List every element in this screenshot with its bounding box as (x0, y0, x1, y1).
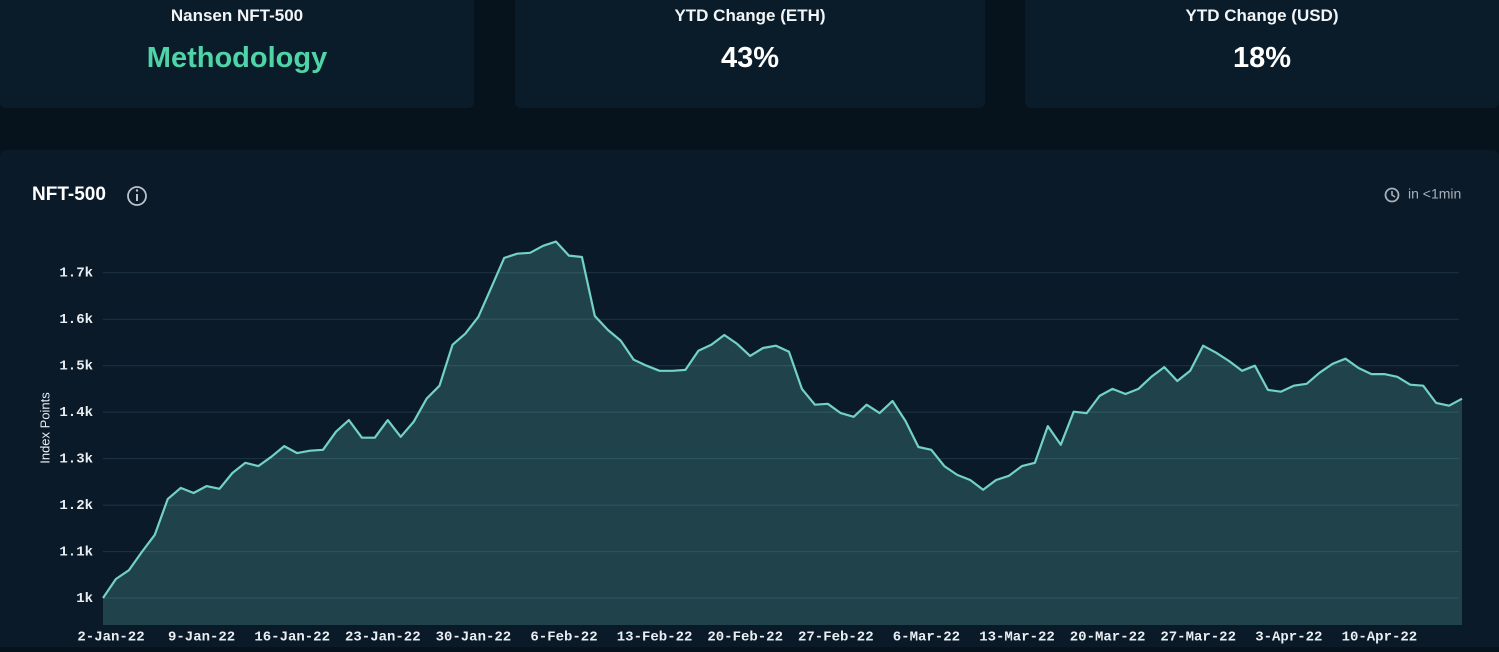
x-tick-label: 3-Apr-22 (1255, 630, 1322, 646)
card-value: 18% (1232, 42, 1292, 74)
x-tick-label: 20-Feb-22 (707, 630, 783, 646)
chart-panel: NFT-500 in <1min Index Points 1k 1.1k 1.2k… (0, 150, 1499, 647)
chart: NFT-500 in <1min Index Points 1k 1.1k 1.2k… (32, 184, 1463, 646)
card-label: YTD Change (USD) (1185, 6, 1339, 25)
card-label: Nansen NFT-500 (170, 6, 304, 25)
card: Nansen NFT-500 Methodology (0, 0, 474, 108)
y-tick-label: 1.1k (59, 544, 93, 560)
card-label: YTD Change (ETH) (674, 6, 826, 25)
clock-icon (1384, 187, 1400, 203)
x-tick-label: 9-Jan-22 (168, 630, 235, 646)
y-tick-label: 1.7k (59, 265, 93, 281)
x-tick-label: 10-Apr-22 (1342, 630, 1418, 646)
y-tick-label: 1.3k (59, 451, 93, 467)
y-tick-label: 1.4k (59, 405, 93, 421)
x-tick-label: 20-Mar-22 (1070, 630, 1146, 646)
x-tick-label: 13-Feb-22 (617, 630, 693, 646)
card: YTD Change (USD) 18% (1025, 0, 1499, 108)
x-tick-label: 23-Jan-22 (345, 630, 421, 646)
index-line (102, 240, 1463, 599)
refresh-status: in <1min (1408, 186, 1461, 202)
x-tick-label: 27-Mar-22 (1160, 630, 1236, 646)
card: YTD Change (ETH) 43% (515, 0, 985, 108)
y-tick-label: 1.2k (59, 498, 93, 514)
x-tick-label: 30-Jan-22 (436, 630, 512, 646)
x-tick-label: 16-Jan-22 (254, 630, 330, 646)
area-fill (103, 241, 1462, 625)
y-axis-label: Index Points (37, 392, 52, 464)
y-tick-label: 1.5k (59, 358, 93, 374)
card-value: 43% (720, 42, 780, 74)
chart-title: NFT-500 (32, 184, 106, 205)
x-tick-label: 6-Feb-22 (530, 630, 597, 646)
x-tick-label: 13-Mar-22 (979, 630, 1055, 646)
y-tick-label: 1.6k (59, 312, 93, 328)
x-tick-label: 6-Mar-22 (893, 630, 960, 646)
info-icon[interactable] (127, 186, 147, 206)
x-tick-label: 27-Feb-22 (798, 630, 874, 646)
x-tick-label: 2-Jan-22 (77, 630, 144, 646)
y-tick-label: 1k (76, 591, 93, 607)
methodology-link[interactable]: Methodology (146, 42, 328, 74)
